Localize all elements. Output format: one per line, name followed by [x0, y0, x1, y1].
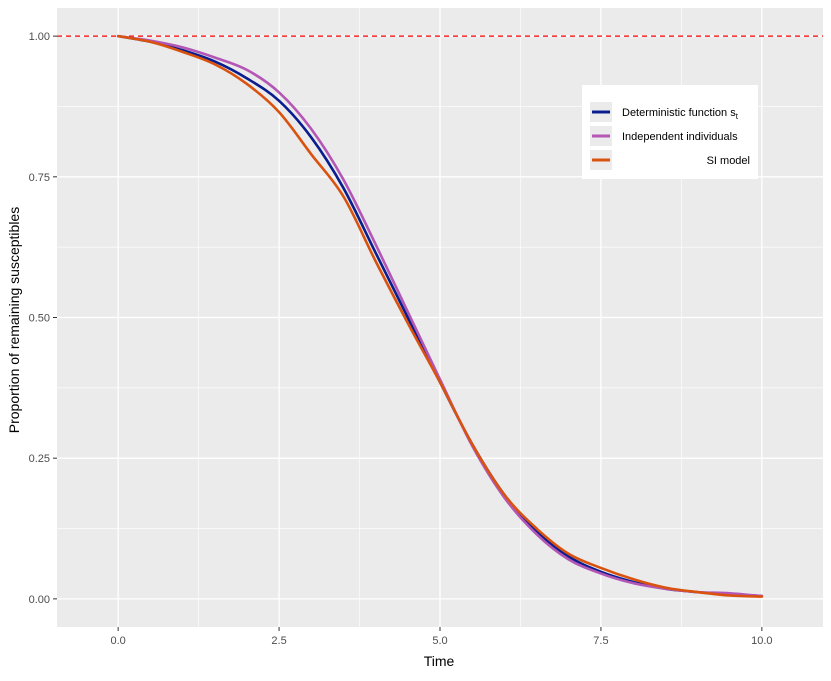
x-axis-title: Time: [424, 653, 455, 669]
x-tick-label: 5.0: [432, 635, 447, 647]
y-tick-label: 1.00: [29, 31, 50, 43]
x-tick-label: 2.5: [271, 635, 286, 647]
y-tick-label: 0.25: [29, 453, 50, 465]
y-axis-title: Proportion of remaining susceptibles: [6, 207, 22, 433]
x-tick-label: 7.5: [593, 635, 608, 647]
legend-label: Independent individuals: [622, 131, 738, 143]
y-tick-label: 0.50: [29, 313, 50, 325]
series-line-si-model: [116, 34, 764, 598]
y-tick-label: 0.00: [29, 594, 50, 606]
legend-label: Deterministic function st: [622, 107, 739, 121]
legend-label: SI model: [707, 155, 750, 167]
x-tick-label: 10.0: [751, 635, 772, 647]
legend-subscript: t: [736, 112, 739, 121]
series-line-independent: [116, 34, 764, 598]
y-tick-label: 0.75: [29, 172, 50, 184]
x-tick-label: 0.0: [111, 635, 126, 647]
